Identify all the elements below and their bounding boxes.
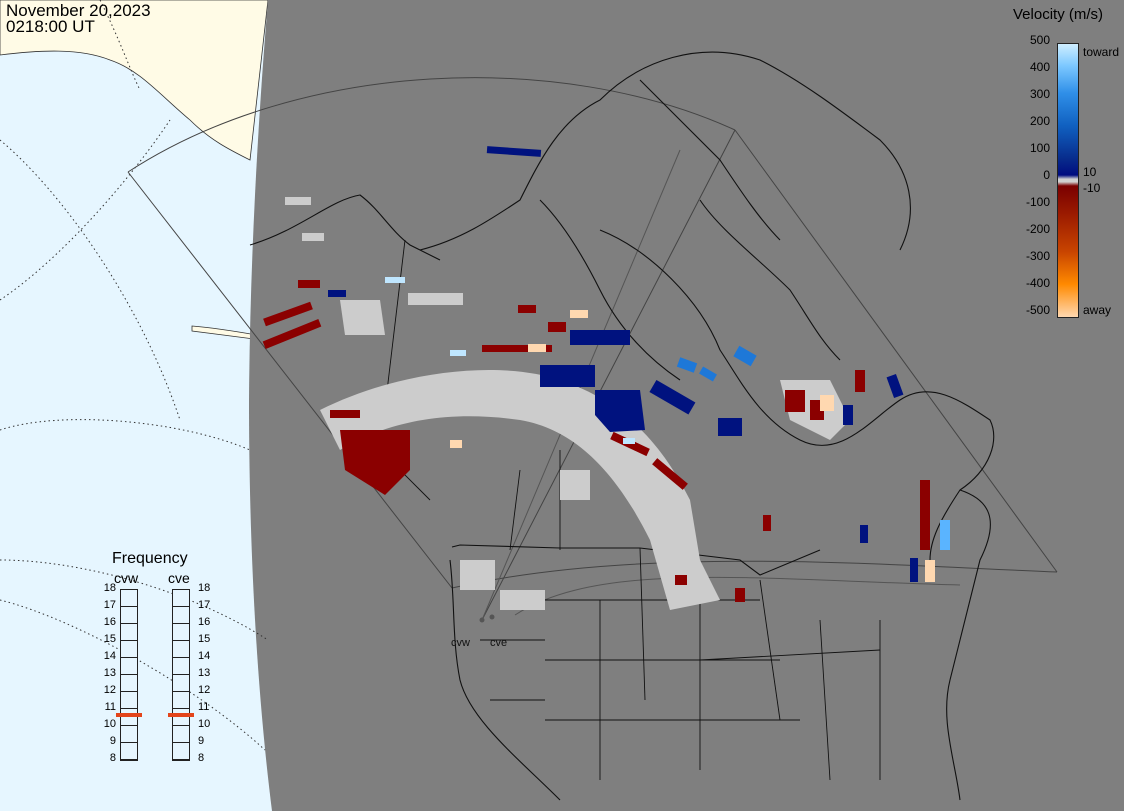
political-borders [379,239,881,781]
colorbar-tick-6: -100 [1025,195,1050,209]
channel-cve-label: cve [168,570,190,586]
colorbar-pos10-label: 10 [1083,165,1097,179]
frequency-scale-cve [172,589,190,761]
colorbar-tick-9: -400 [1025,276,1050,290]
colorbar-toward-label: toward [1083,45,1120,59]
frequency-tick: 13 [103,667,116,679]
frequency-tick: 11 [198,701,210,713]
frequency-tick: 16 [198,616,211,628]
frequency-cell [173,624,189,641]
frequency-cell [121,692,137,709]
frequency-tick: 15 [198,633,211,645]
frequency-scale-cvw [120,589,138,761]
radar-fov [127,77,1058,621]
frequency-cell [121,675,137,692]
frequency-cell [173,709,189,726]
frequency-tick: 8 [109,752,116,764]
frequency-tick: 13 [198,667,211,679]
colorbar-tick-5: 0 [1043,168,1050,182]
frequency-cell [121,590,137,607]
grid-lines [0,0,269,751]
frequency-tick: 18 [198,582,211,594]
echoes-away [262,280,930,602]
echoes-toward-dark [328,146,918,582]
frequency-title: Frequency [112,550,188,567]
frequency-cell [173,658,189,675]
frequency-marker-cve [168,712,194,717]
frequency-cell [173,692,189,709]
frequency-cell [173,641,189,658]
colorbar-tick-10: -500 [1025,303,1050,317]
frequency-tick: 10 [198,718,211,730]
frequency-tick: 17 [198,599,211,611]
frequency-tick: 10 [103,718,116,730]
site-label-cve: cve [490,637,508,649]
frequency-cell [173,743,189,760]
echoes-toward-light [385,277,950,550]
echoes-away-light [450,310,935,582]
colorbar-tick-3: 200 [1029,114,1050,128]
date-label: November 20,2023 [6,1,151,20]
frequency-tick: 17 [103,599,116,611]
daylight-land [0,0,269,161]
frequency-tick: 12 [103,684,116,696]
colorbar-tick-7: -200 [1025,222,1050,236]
frequency-cell [173,726,189,743]
colorbar-tick-2: 300 [1029,87,1050,101]
velocity-colorbar [1057,43,1079,318]
colorbar-neg10-label: -10 [1083,181,1101,195]
frequency-marker-cvw [116,712,142,717]
frequency-tick: 15 [103,633,116,645]
frequency-cell [121,709,137,726]
frequency-cell [121,726,137,743]
frequency-tick: 9 [198,735,205,747]
site-label-cvw: cvw [451,637,470,649]
frequency-cell [173,590,189,607]
radar-sites [479,614,495,623]
colorbar-tick-4: 100 [1029,141,1050,155]
frequency-cell [173,675,189,692]
colorbar-tick-8: -300 [1025,249,1050,263]
frequency-cell [121,658,137,675]
frequency-tick: 12 [198,684,211,696]
frequency-tick: 14 [103,650,116,662]
colorbar-tick-1: 400 [1029,60,1050,74]
colorbar-away-label: away [1083,303,1112,317]
frequency-cell [121,607,137,624]
frequency-cell [121,641,137,658]
colorbar-tick-0: 500 [1029,33,1050,47]
frequency-cell [121,624,137,641]
frequency-tick: 18 [103,582,116,594]
frequency-tick: 11 [104,701,116,713]
channel-cvw-label: cvw [114,570,139,586]
time-label: 0218:00 UT [6,17,95,36]
frequency-tick: 16 [103,616,116,628]
colorbar-title: Velocity (m/s) [1013,6,1104,23]
frequency-cell [173,607,189,624]
frequency-cell [121,743,137,760]
frequency-tick: 9 [109,735,116,747]
frequency-tick: 8 [198,752,205,764]
frequency-tick: 14 [198,650,211,662]
